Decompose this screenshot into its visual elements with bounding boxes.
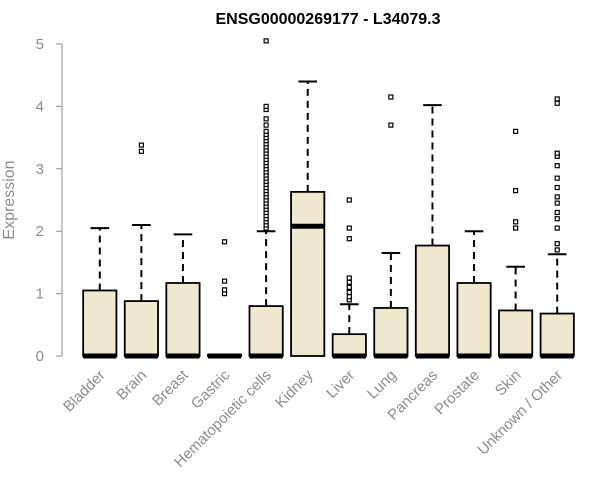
x-tick-label: Kidney bbox=[272, 366, 317, 411]
outlier-point bbox=[221, 287, 228, 293]
x-tick-label: Liver bbox=[323, 367, 358, 402]
outlier-point bbox=[554, 163, 560, 169]
y-tick-label: 2 bbox=[36, 223, 44, 240]
chart-title: ENSG00000269177 - L34079.3 bbox=[215, 11, 440, 28]
box-brain bbox=[123, 142, 159, 359]
x-tick-label: Lung bbox=[364, 367, 400, 403]
outlier-point bbox=[513, 219, 519, 225]
y-axis-label: Expression bbox=[1, 160, 18, 239]
outlier-point bbox=[554, 150, 560, 156]
outlier-point bbox=[513, 225, 519, 231]
outlier-point bbox=[221, 278, 228, 284]
outlier-point bbox=[263, 38, 269, 44]
outlier-point bbox=[554, 209, 560, 216]
y-tick-label: 0 bbox=[36, 348, 44, 365]
box-skin bbox=[498, 128, 534, 359]
box-body bbox=[373, 307, 409, 357]
box-pancreas bbox=[414, 104, 450, 359]
y-tick-label: 3 bbox=[36, 161, 44, 178]
x-tick-label: Bladder bbox=[60, 367, 109, 416]
outlier-point bbox=[554, 175, 560, 181]
outlier-point bbox=[554, 194, 560, 200]
outlier-point bbox=[554, 225, 560, 231]
box-breast bbox=[165, 233, 201, 359]
y-tick-label: 4 bbox=[36, 98, 44, 115]
outlier-point bbox=[554, 241, 560, 247]
outlier-point bbox=[346, 236, 352, 242]
outlier-point bbox=[346, 225, 352, 231]
outlier-point bbox=[554, 200, 560, 206]
box-liver bbox=[331, 197, 367, 359]
box-body bbox=[123, 300, 159, 357]
box-bladder bbox=[82, 227, 118, 359]
box-body bbox=[539, 312, 575, 357]
outlier-point bbox=[346, 197, 352, 203]
x-tick-label: Brain bbox=[113, 367, 150, 404]
outlier-point bbox=[388, 122, 394, 128]
outlier-point bbox=[554, 216, 560, 222]
outlier-point bbox=[138, 148, 144, 154]
box-body bbox=[248, 305, 284, 357]
outlier-point bbox=[263, 128, 269, 134]
x-tick-label: Skin bbox=[492, 367, 525, 400]
outlier-point bbox=[554, 96, 560, 102]
box-body bbox=[82, 289, 118, 357]
outlier-point bbox=[263, 103, 269, 110]
box-body bbox=[456, 282, 492, 357]
boxes bbox=[82, 38, 575, 359]
outlier-point bbox=[221, 239, 228, 245]
outlier-point bbox=[346, 279, 352, 285]
outlier-point bbox=[346, 289, 352, 295]
box-lung bbox=[373, 94, 409, 359]
box-prostate bbox=[456, 230, 492, 359]
outlier-point bbox=[138, 142, 144, 148]
outlier-point bbox=[346, 284, 352, 290]
box-unknown-other bbox=[539, 96, 575, 359]
y-tick-label: 5 bbox=[36, 36, 44, 53]
outlier-point bbox=[554, 100, 560, 106]
box-body bbox=[165, 282, 201, 357]
box-gastric bbox=[207, 239, 243, 359]
outlier-point bbox=[513, 188, 519, 194]
box-body bbox=[290, 190, 326, 357]
box-kidney bbox=[290, 80, 326, 357]
outlier-point bbox=[388, 94, 394, 100]
y-axis: 0 1 2 3 4 5 bbox=[36, 36, 63, 365]
box-body bbox=[498, 309, 534, 357]
y-tick-label: 1 bbox=[36, 286, 44, 303]
x-tick-label: Prostate bbox=[431, 367, 483, 419]
box-body bbox=[331, 333, 367, 357]
outlier-point bbox=[554, 247, 560, 253]
x-tick-label: Breast bbox=[149, 366, 192, 409]
outlier-point bbox=[263, 122, 269, 128]
outlier-point bbox=[346, 275, 352, 281]
box-body bbox=[414, 244, 450, 357]
outlier-point bbox=[263, 116, 269, 122]
outlier-point bbox=[554, 184, 560, 191]
outlier-point bbox=[513, 128, 519, 134]
outlier-point bbox=[346, 294, 352, 300]
box-hematopoietic-cells bbox=[248, 38, 284, 359]
